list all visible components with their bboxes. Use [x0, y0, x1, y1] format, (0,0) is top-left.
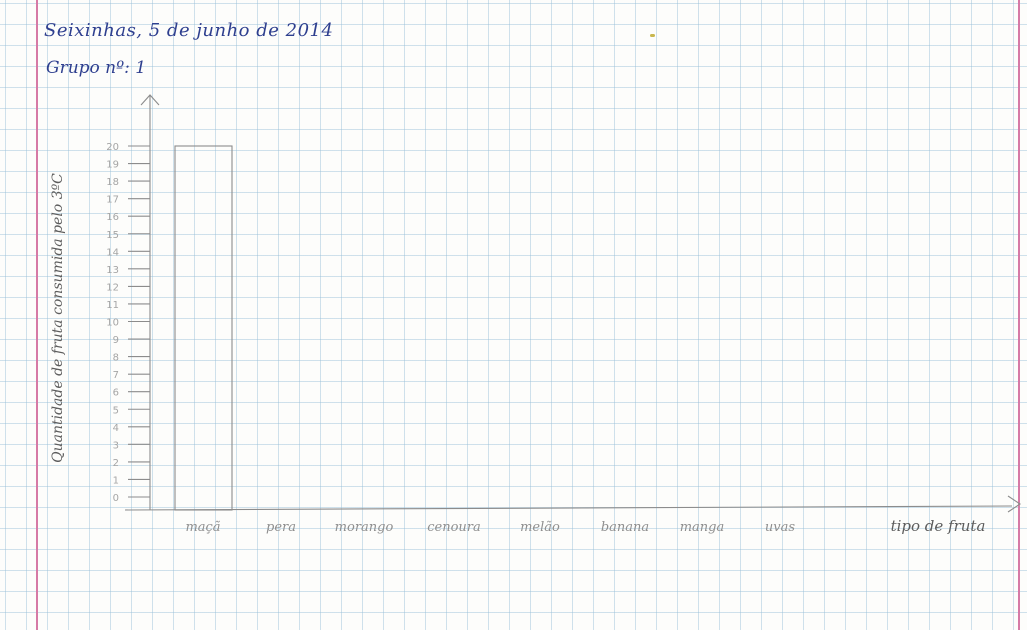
- chart-axes: [124, 94, 1021, 513]
- bars: [174, 145, 233, 511]
- page-margin-line-right: [1018, 0, 1020, 630]
- y-tick-label: 8: [113, 353, 119, 364]
- y-tick-label: 19: [106, 160, 119, 171]
- x-category-label: melão: [520, 520, 560, 535]
- y-tick-label: 10: [106, 318, 119, 329]
- group-heading: Grupo nº: 1: [46, 58, 147, 78]
- y-tick-label: 0: [113, 493, 119, 504]
- y-tick-label: 20: [106, 142, 119, 153]
- x-category-label: pera: [266, 520, 296, 535]
- y-tick-label: 6: [113, 388, 119, 399]
- x-category-labels: maçã pera morango cenoura melão banana manga uv…: [185, 520, 795, 535]
- y-tick-label: 5: [113, 405, 119, 416]
- y-axis-arrow: [140, 94, 160, 106]
- x-axis-line: [124, 505, 1013, 511]
- y-tick-label: 12: [106, 282, 119, 293]
- y-tick-label: 9: [113, 335, 119, 346]
- x-category-label: manga: [680, 520, 725, 535]
- y-tick-label: 7: [113, 370, 119, 381]
- y-tick-label: 16: [106, 212, 119, 223]
- y-tick-label: 1: [113, 475, 119, 486]
- y-tick-label: 17: [106, 195, 119, 206]
- y-tick-label: 18: [106, 177, 119, 188]
- y-tick-label: 2: [113, 458, 119, 469]
- y-tick-label: 15: [106, 230, 119, 241]
- y-tick-label: 4: [113, 423, 119, 434]
- x-axis-label: tipo de fruta: [891, 517, 986, 535]
- page-margin-line-left: [36, 0, 38, 630]
- date-heading: Seixinhas, 5 de junho de 2014: [44, 20, 334, 41]
- x-category-label: maçã: [185, 520, 220, 535]
- paper-speck: [650, 34, 655, 37]
- y-tick-label: 3: [113, 440, 119, 451]
- bar: [174, 145, 233, 511]
- y-tick-label: 14: [106, 247, 119, 258]
- y-axis-label: Quantidade de fruta consumida pelo 3ºC: [50, 173, 66, 463]
- x-axis-arrow: [1007, 495, 1021, 513]
- x-category-label: cenoura: [427, 520, 481, 535]
- x-category-label: banana: [601, 520, 649, 535]
- y-tick-label: 13: [106, 265, 119, 276]
- x-category-label: uvas: [765, 520, 795, 535]
- y-tick-label: 11: [106, 300, 119, 311]
- x-category-label: morango: [335, 520, 394, 535]
